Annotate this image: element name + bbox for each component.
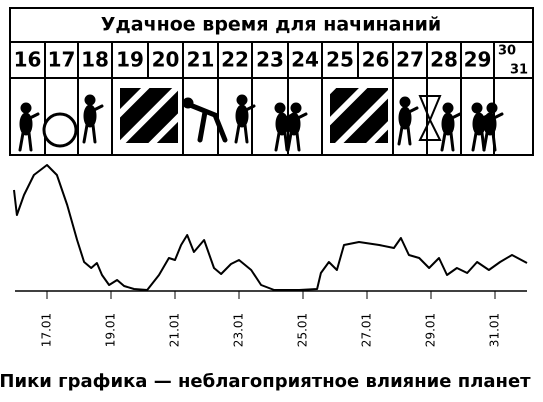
day-number: 20	[152, 48, 180, 72]
x-tick-label: 21.01	[168, 313, 182, 347]
x-tick-label: 25.01	[296, 313, 310, 347]
day-number: 23	[256, 48, 284, 72]
calendar-cells: 16 17 18 19 20 21 22 23 24 25 26 27 28 29 30 31	[14, 42, 528, 155]
figure-head	[442, 102, 454, 114]
x-tick-label: 27.01	[360, 313, 374, 347]
figure-head	[290, 102, 302, 114]
hourglass	[418, 95, 442, 141]
caption: Пики графика — неблагоприятное влияние п…	[0, 371, 531, 392]
plot: 17.01 19.01 21.01 23.01 25.01 27.01 29.01 31.01	[13, 164, 528, 347]
day-number: 26	[362, 48, 390, 72]
x-tick-label: 23.01	[232, 313, 246, 347]
day-number: 21	[187, 48, 215, 72]
x-tick-label: 31.01	[488, 313, 502, 347]
figure-legs	[82, 123, 97, 144]
day-number: 19	[116, 48, 144, 72]
day-number: 17	[48, 48, 76, 72]
unlucky-block	[330, 88, 388, 143]
day-number: 18	[81, 48, 109, 72]
day-number: 28	[430, 48, 458, 72]
figure-legs	[471, 131, 486, 152]
x-tick-label: 29.01	[424, 313, 438, 347]
figure-arms	[88, 104, 104, 114]
icons	[18, 94, 504, 152]
figure-legs	[274, 131, 289, 152]
x-tick-label: 19.01	[104, 313, 118, 347]
figure-head	[236, 94, 248, 106]
unlucky-block	[120, 88, 178, 143]
figure-head	[486, 102, 498, 114]
calendar-frame	[9, 7, 534, 156]
figure-arms	[240, 104, 256, 114]
figure-legs	[286, 131, 301, 152]
day-number: 25	[326, 48, 354, 72]
figure-legs	[234, 123, 249, 144]
figure-legs	[440, 131, 455, 152]
figure-arms	[292, 112, 308, 122]
money-bag	[42, 112, 78, 148]
figure-arms	[488, 112, 504, 122]
figure-legs	[18, 131, 33, 152]
figure-arms	[24, 112, 40, 122]
figure-arms	[403, 106, 419, 116]
calendar-title: Удачное время для начинаний	[101, 14, 441, 36]
figure-arms	[446, 112, 462, 122]
line-series	[13, 164, 528, 291]
figure-legs	[397, 125, 412, 146]
figure-legs	[482, 131, 497, 152]
figure-head	[182, 97, 194, 109]
figure-head	[471, 102, 483, 114]
day-number: 16	[14, 48, 42, 72]
figure-head	[84, 94, 96, 106]
day-number: 22	[221, 48, 249, 72]
figure-head	[20, 102, 32, 114]
day-number: 29	[464, 48, 492, 72]
day-number: 24	[291, 48, 319, 72]
x-tick-label: 17.01	[40, 313, 54, 347]
stretch-figure	[187, 102, 228, 143]
figure-head	[274, 102, 286, 114]
day-number: 30	[498, 44, 516, 59]
figure-head	[399, 96, 411, 108]
day-number: 27	[396, 48, 424, 72]
day-number: 31	[510, 63, 528, 78]
